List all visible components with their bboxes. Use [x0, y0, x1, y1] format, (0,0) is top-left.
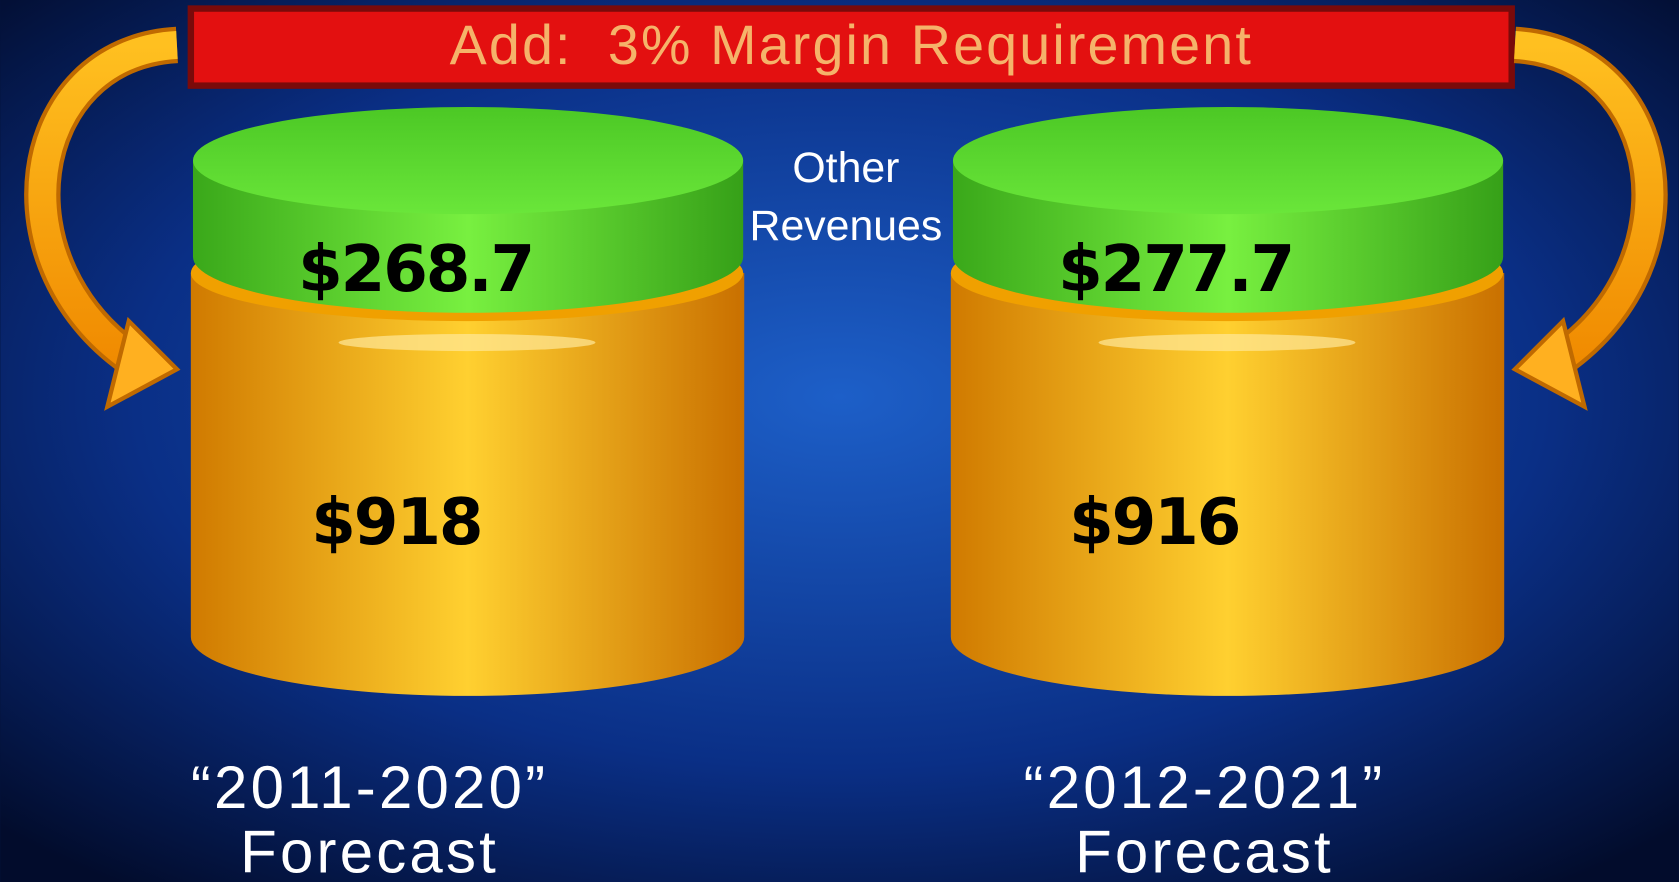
label-line: Revenues [750, 202, 943, 250]
period: “2011-2020” [191, 754, 548, 821]
top-value: $277.7 [1058, 232, 1293, 307]
period: “2012-2021” [1024, 754, 1386, 821]
banner-text: Add: 3% Margin Requirement [450, 14, 1253, 76]
top-value: $268.7 [298, 232, 533, 307]
cylinder [950, 107, 1505, 696]
cylinder [190, 107, 745, 696]
right-arrow [1511, 26, 1668, 411]
label-line: Other [792, 144, 899, 192]
left-arrow [24, 26, 181, 411]
bottom-value: $916 [1069, 485, 1239, 560]
banner [187, 5, 1515, 89]
bottom-value: $918 [311, 485, 481, 560]
caption: Forecast [1075, 818, 1334, 882]
caption: Forecast [240, 818, 499, 882]
